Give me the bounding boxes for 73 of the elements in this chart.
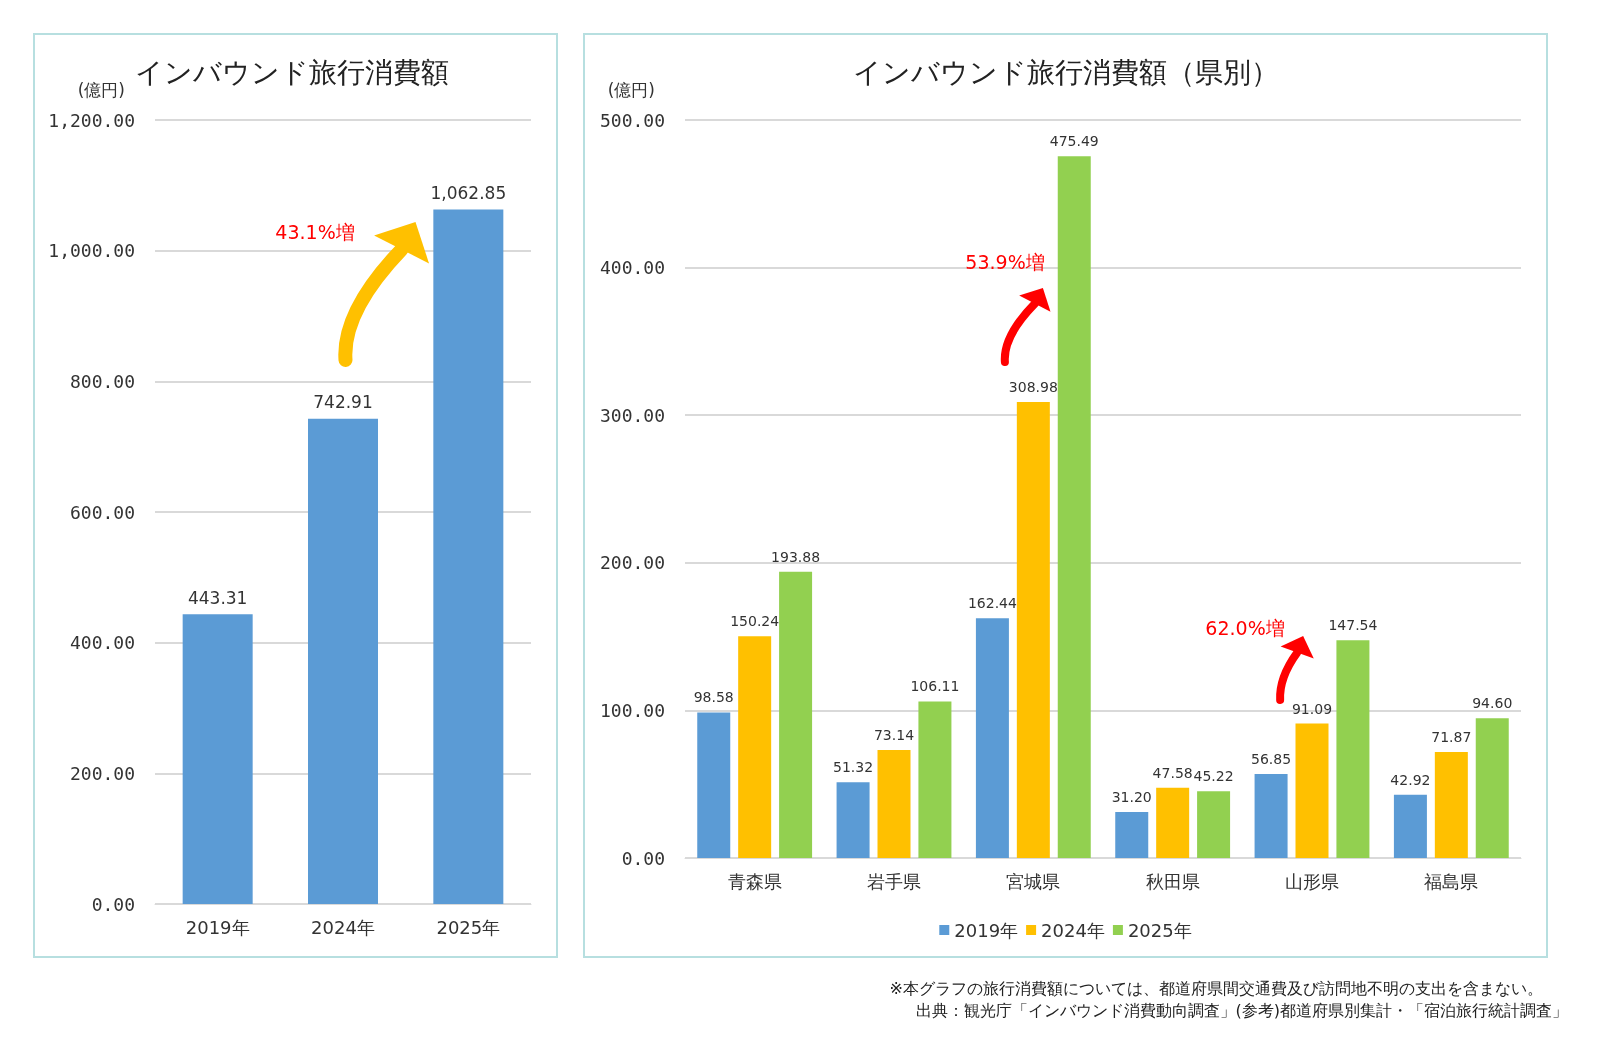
bar xyxy=(1336,640,1370,858)
data-label: 308.98 xyxy=(1008,378,1058,395)
bar xyxy=(1197,791,1231,858)
bar xyxy=(1115,811,1149,858)
source-note: 出典：観光庁「インバウンド消費動向調査」(参考)都道府県別集計・「宿泊旅行統計調査」 xyxy=(914,1000,1568,1022)
y-tick-label: 1,000.00 xyxy=(48,240,135,262)
y-tick-label: 400.00 xyxy=(69,632,135,654)
bar xyxy=(1156,787,1190,858)
y-tick-label: 0.00 xyxy=(91,893,135,915)
data-label: 147.54 xyxy=(1328,617,1378,634)
data-label: 742.91 xyxy=(313,392,373,413)
x-tick-label: 秋田県 xyxy=(1145,870,1200,892)
bar xyxy=(1254,774,1288,858)
bar xyxy=(975,618,1009,858)
y-tick-label: 400.00 xyxy=(599,257,665,279)
bar xyxy=(1057,156,1091,858)
y-tick-label: 800.00 xyxy=(69,370,135,392)
y-tick-label: 1,200.00 xyxy=(48,109,135,131)
y-axis-title: (億円) xyxy=(77,79,125,100)
bar xyxy=(738,636,772,858)
bar xyxy=(779,571,813,858)
x-tick-label: 岩手県 xyxy=(867,870,921,892)
annotation: 43.1%増 xyxy=(275,221,355,243)
data-label: 94.60 xyxy=(1472,695,1513,712)
data-label: 150.24 xyxy=(730,613,780,630)
data-label: 443.31 xyxy=(187,587,248,608)
x-tick-label: 福島県 xyxy=(1424,870,1479,892)
bar xyxy=(1016,401,1050,858)
bar xyxy=(877,750,911,858)
bar xyxy=(182,614,253,904)
y-tick-label: 100.00 xyxy=(599,699,665,721)
bar xyxy=(1393,794,1427,858)
y-tick-label: 200.00 xyxy=(69,762,135,784)
y-axis-title: (億円) xyxy=(607,79,655,100)
x-tick-label: 2024年 xyxy=(311,916,375,938)
x-tick-label: 2019年 xyxy=(185,916,250,938)
bar xyxy=(1295,723,1329,858)
y-tick-label: 200.00 xyxy=(599,552,665,574)
data-label: 47.58 xyxy=(1152,764,1193,781)
x-tick-label: 山形県 xyxy=(1285,870,1339,892)
y-tick-label: 500.00 xyxy=(599,109,665,131)
data-label: 42.92 xyxy=(1390,771,1431,788)
bar xyxy=(836,782,870,858)
data-label: 106.11 xyxy=(910,678,960,695)
text: ※本グラフの旅行消費額については、都道府県間交通費及び訪問地不明の支出を含まない。 xyxy=(889,978,1544,1000)
chart-title: インバウンド旅行消費額 xyxy=(135,55,449,89)
data-label: 73.14 xyxy=(873,727,915,744)
bar xyxy=(433,209,504,904)
data-label: 45.22 xyxy=(1193,768,1234,785)
y-tick-label: 600.00 xyxy=(69,501,135,523)
y-tick-label: 300.00 xyxy=(599,404,665,426)
x-tick-label: 青森県 xyxy=(727,870,782,892)
data-label: 1,062.85 xyxy=(430,183,507,204)
chart-title: インバウンド旅行消費額（県別） xyxy=(852,55,1279,89)
data-label: 71.87 xyxy=(1431,728,1472,745)
data-label: 193.88 xyxy=(771,548,821,565)
data-label: 31.20 xyxy=(1111,788,1152,805)
data-label: 98.58 xyxy=(693,689,734,706)
data-label: 91.09 xyxy=(1291,700,1333,717)
data-label: 56.85 xyxy=(1251,751,1292,768)
data-label: 51.32 xyxy=(833,759,874,776)
annotation: 62.0%増 xyxy=(1205,617,1285,639)
data-label: 475.49 xyxy=(1049,133,1099,150)
bar xyxy=(918,701,952,858)
bar xyxy=(308,418,378,904)
bar xyxy=(1475,718,1509,858)
annotation: 53.9%増 xyxy=(965,251,1045,273)
bar xyxy=(1434,751,1468,858)
x-tick-label: 宮城県 xyxy=(1006,870,1061,892)
x-tick-label: 2025年 xyxy=(436,916,501,938)
bar xyxy=(697,712,731,858)
data-label: 162.44 xyxy=(967,595,1017,612)
y-tick-label: 0.00 xyxy=(621,847,665,869)
